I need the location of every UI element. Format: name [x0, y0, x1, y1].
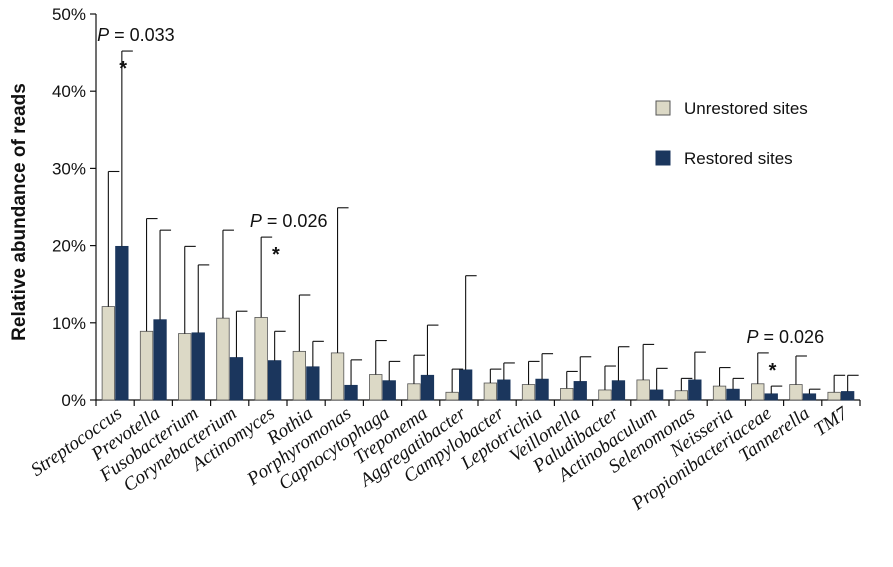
bar-restored — [497, 379, 511, 401]
y-tick-label: 50% — [52, 5, 86, 24]
bar-unrestored — [751, 383, 765, 401]
p-value-label: P = 0.026 — [747, 327, 825, 347]
bar-unrestored — [521, 384, 536, 401]
bar-restored — [115, 245, 129, 401]
bar-restored — [573, 381, 587, 401]
bar-restored — [458, 369, 473, 401]
bar-restored — [764, 393, 778, 401]
bar-restored — [802, 393, 817, 401]
axes: 0% 10% 20% 30% 40% 50% Relative abundance of r… — [9, 5, 861, 410]
y-tick-label: 30% — [52, 159, 86, 178]
p-value-label: P = 0.026 — [250, 211, 328, 231]
significance-star: * — [119, 58, 127, 80]
bar-restored — [306, 366, 320, 401]
y-tick-label: 20% — [52, 237, 86, 256]
bar-restored — [611, 380, 626, 401]
annotations: P = 0.033 * P = 0.026 * P = 0.026 * — [97, 25, 824, 382]
bar-unrestored — [445, 391, 459, 401]
bar-unrestored — [139, 330, 154, 401]
bar-unrestored — [101, 306, 115, 401]
bar-unrestored — [407, 383, 421, 401]
bar-unrestored — [789, 384, 803, 401]
bar-restored — [267, 360, 282, 401]
category-labels: StreptococcusPrevotellaFusobacteriumCory… — [27, 402, 853, 515]
bar-unrestored — [254, 316, 268, 401]
bar-unrestored — [369, 374, 383, 401]
significance-star: * — [272, 244, 280, 266]
bar-unrestored — [292, 350, 307, 401]
p-symbol: P — [747, 327, 759, 347]
significance-star: * — [769, 360, 777, 382]
bar-restored — [726, 388, 740, 401]
bar-restored — [191, 332, 205, 401]
bar-restored — [688, 379, 702, 401]
legend-swatch-unrestored — [655, 100, 671, 116]
y-axis-label: Relative abundance of reads — [9, 83, 30, 341]
y-tick-label: 40% — [52, 82, 86, 101]
bar-unrestored — [330, 352, 345, 401]
bar-unrestored — [216, 317, 230, 401]
legend-label-unrestored: Unrestored sites — [684, 99, 808, 118]
y-tick-label: 0% — [61, 391, 86, 410]
p-value: = 0.033 — [109, 25, 175, 45]
bar-restored — [535, 378, 549, 401]
bar-restored — [153, 319, 167, 401]
p-value-label: P = 0.033 — [97, 25, 175, 45]
p-value: = 0.026 — [262, 211, 328, 231]
error-bars — [107, 50, 859, 394]
bar-restored — [841, 391, 855, 401]
bar-unrestored — [483, 382, 498, 401]
bar-unrestored — [560, 388, 574, 401]
bar-restored — [420, 374, 435, 401]
bar-restored — [229, 357, 244, 401]
p-symbol: P — [97, 25, 109, 45]
bar-restored — [650, 389, 664, 401]
bar-restored — [382, 380, 396, 401]
bar-unrestored — [636, 379, 650, 401]
bar-unrestored — [827, 391, 841, 401]
bar-unrestored — [674, 390, 688, 401]
p-symbol: P — [250, 211, 262, 231]
category-label: TM7 — [810, 402, 853, 441]
legend: Unrestored sites Restored sites — [655, 99, 808, 168]
legend-label-restored: Restored sites — [684, 149, 793, 168]
bar-unrestored — [178, 333, 192, 401]
bar-unrestored — [598, 389, 612, 401]
bar-unrestored — [712, 385, 727, 401]
y-tick-label: 10% — [52, 314, 86, 333]
p-value: = 0.026 — [759, 327, 825, 347]
bar-restored — [344, 384, 358, 401]
bars — [101, 245, 855, 401]
legend-swatch-restored — [655, 150, 671, 166]
